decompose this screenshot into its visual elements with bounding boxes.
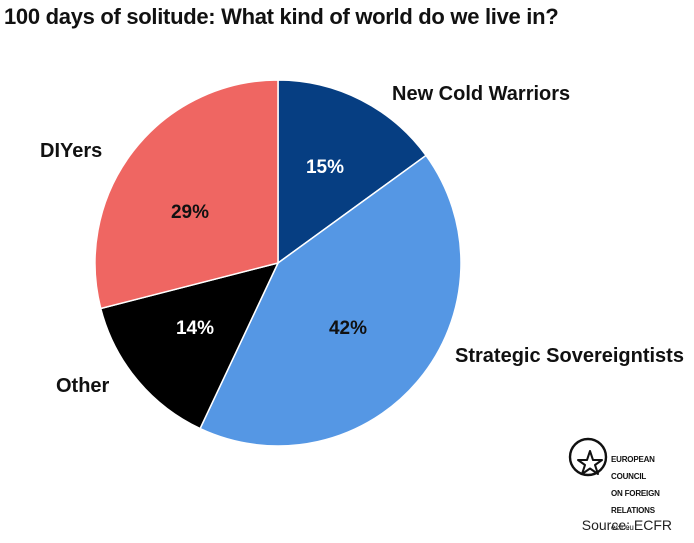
logo-line: EUROPEAN	[611, 454, 655, 464]
slice-value-label: 14%	[176, 318, 214, 339]
pie-slice-diyers	[94, 79, 279, 310]
slice-value-label: 29%	[171, 202, 209, 223]
logo-line: COUNCIL	[611, 471, 647, 481]
chart-title: 100 days of solitude: What kind of world…	[4, 4, 559, 29]
logo-text: EUROPEAN COUNCIL ON FOREIGN RELATIONS ec…	[611, 447, 660, 541]
slice-category-label: Other	[56, 375, 110, 397]
logo-line: ecfr.eu	[611, 522, 634, 532]
pie-slice-new-cold-warriors	[277, 79, 428, 265]
logo-line: ON FOREIGN	[611, 488, 660, 498]
slice-category-label: New Cold Warriors	[392, 83, 570, 105]
slice-value-label: 15%	[306, 157, 344, 178]
pie-slice-other	[99, 261, 280, 430]
ecfr-logo: EUROPEAN COUNCIL ON FOREIGN RELATIONS ec…	[566, 435, 666, 531]
logo-line: RELATIONS	[611, 505, 655, 515]
pie-slice-strategic-sovereigntists	[199, 154, 462, 447]
slice-category-label: Strategic Sovereigntists	[455, 345, 684, 367]
source-note: Source: ECFR	[581, 517, 672, 533]
star-circle-icon	[568, 437, 608, 477]
slice-category-label: DIYers	[40, 140, 102, 162]
slice-value-label: 42%	[329, 318, 367, 339]
